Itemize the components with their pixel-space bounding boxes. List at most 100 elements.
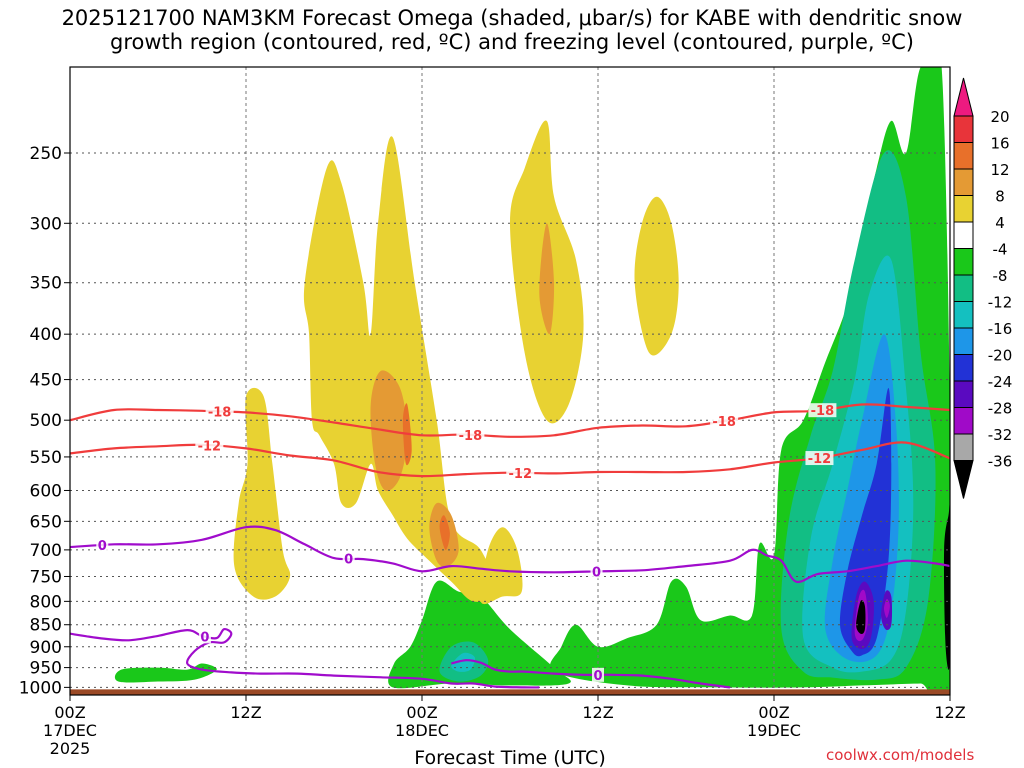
omega-region-downward-motion-mid-core-4 bbox=[439, 515, 450, 550]
isotherm-minus18-label-bg bbox=[456, 427, 485, 442]
colorbar-bin-1 bbox=[953, 115, 974, 143]
x-tick-label-48-0: 00Z bbox=[758, 703, 789, 722]
title-line-1: 2025121700 NAM3KM Forecast Omega (shaded… bbox=[61, 6, 963, 30]
freezing-level-2-line bbox=[451, 659, 731, 689]
colorbar-bin-11 bbox=[953, 380, 974, 408]
terrain-fill bbox=[70, 689, 950, 695]
omega-colorbar: 20 16 12 8 4 -4 -8 -12 -16 -20 -24 -28 -32 -36 bbox=[953, 77, 1013, 499]
freezing-level-2-label-0: 0 bbox=[593, 669, 602, 684]
colorbar-bin-9 bbox=[953, 327, 974, 355]
isotherm-minus18-label-3: -18 bbox=[811, 404, 835, 419]
y-tick-label-450: 450 bbox=[30, 371, 62, 391]
omega-region-downward-motion-upper-right-core bbox=[539, 223, 555, 335]
colorbar-bin-7 bbox=[953, 274, 974, 302]
colorbar-label-0: 20 bbox=[990, 108, 1009, 126]
isotherm-minus12-label-bg bbox=[506, 465, 535, 480]
colorbar-label-10: -24 bbox=[988, 373, 1013, 391]
colorbar-label-12: -32 bbox=[988, 426, 1013, 444]
y-tick-label-750: 750 bbox=[30, 567, 62, 587]
freezing-level-0-label-0: 0 bbox=[98, 539, 107, 554]
isotherm-minus12-label-bg bbox=[805, 451, 834, 466]
colorbar-bin-13 bbox=[953, 433, 974, 461]
colorbar-bin-10 bbox=[953, 354, 974, 382]
y-tick-label-500: 500 bbox=[30, 411, 62, 431]
omega-region-upward-motion-main-level-36 bbox=[856, 600, 866, 634]
credit-text: coolwx.com/models bbox=[826, 746, 975, 764]
y-tick-label-900: 900 bbox=[30, 638, 62, 658]
terrain-surface bbox=[70, 689, 950, 695]
isotherm-minus12-label-bg bbox=[195, 438, 224, 453]
freezing-level-2-label-bg bbox=[592, 667, 604, 682]
colorbar-label-11: -28 bbox=[988, 400, 1013, 418]
isotherm-minus18-label-2: -18 bbox=[712, 415, 736, 430]
colorbar-label-4: 4 bbox=[995, 214, 1005, 232]
isotherm-minus18-label-1: -18 bbox=[459, 429, 483, 444]
y-tick-label-800: 800 bbox=[30, 592, 62, 612]
freezing-level-1-line bbox=[70, 628, 540, 689]
y-tick-label-400: 400 bbox=[30, 325, 62, 345]
y-tick-label-250: 250 bbox=[30, 144, 62, 164]
plot-frame bbox=[69, 66, 951, 696]
colorbar-label-9: -20 bbox=[988, 347, 1013, 365]
freezing-level-0-label-bg bbox=[96, 538, 109, 553]
omega-region-shallow-low-level-upward bbox=[114, 663, 217, 683]
freezing-level-0-line bbox=[70, 525, 950, 584]
title-line-2: growth region (contoured, red, ºC) and f… bbox=[110, 30, 914, 54]
x-tick-label-24-1: 18DEC bbox=[395, 721, 449, 740]
colorbar-label-1: 16 bbox=[990, 135, 1009, 153]
colorbar-bin-6 bbox=[953, 248, 974, 276]
grid-lines bbox=[70, 67, 950, 695]
y-tick-label-300: 300 bbox=[30, 214, 62, 234]
colorbar-label-7: -12 bbox=[988, 294, 1013, 312]
colorbar-bin-top-arrow bbox=[953, 77, 974, 117]
y-tick-label-850: 850 bbox=[30, 616, 62, 636]
colorbar-bin-12 bbox=[953, 407, 974, 435]
x-tick-label-48-1: 19DEC bbox=[747, 721, 801, 740]
y-tick-label-1000: 1000 bbox=[19, 678, 62, 698]
omega-region-upward-motion-right-edge bbox=[943, 503, 950, 670]
x-tick-label-36-0: 12Z bbox=[582, 703, 613, 722]
x-tick-label-24-0: 00Z bbox=[406, 703, 437, 722]
isotherm-minus12-label-0: -12 bbox=[198, 439, 222, 454]
x-tick-label-60-0: 12Z bbox=[934, 703, 965, 722]
isotherm-minus12-label-1: -12 bbox=[509, 467, 533, 482]
freezing-level-0-label-2: 0 bbox=[592, 565, 601, 580]
isotherm-minus18-label-bg bbox=[808, 403, 837, 418]
isotherm-minus18-label-bg bbox=[205, 404, 234, 419]
colorbar-bin-3 bbox=[953, 168, 974, 196]
chart-title: 2025121700 NAM3KM Forecast Omega (shaded… bbox=[0, 6, 1024, 54]
pressure-axis: 2503003504004505005506006507007508008509… bbox=[19, 144, 70, 698]
isotherm-minus18-label-bg bbox=[710, 414, 739, 429]
colorbar-label-5: -4 bbox=[993, 241, 1008, 259]
colorbar-bin-8 bbox=[953, 301, 974, 329]
freezing-level-0-label-bg bbox=[342, 551, 355, 566]
isotherm-minus18-label-0: -18 bbox=[208, 405, 232, 420]
colorbar-label-6: -8 bbox=[993, 267, 1008, 285]
y-tick-label-350: 350 bbox=[30, 274, 62, 294]
omega-shaded-regions bbox=[114, 67, 950, 695]
colorbar-label-3: 8 bbox=[995, 188, 1005, 206]
omega-region-upward-motion-main-level-24 bbox=[839, 388, 892, 657]
freezing-level-1-label-0: 0 bbox=[200, 630, 209, 645]
y-tick-label-600: 600 bbox=[30, 481, 62, 501]
y-tick-label-700: 700 bbox=[30, 541, 62, 561]
colorbar-bin-2 bbox=[953, 142, 974, 170]
colorbar-label-2: 12 bbox=[990, 161, 1009, 179]
omega-region-downward-motion-mid bbox=[303, 136, 496, 602]
omega-region-downward-motion-far-right bbox=[634, 196, 679, 356]
x-tick-label-12-0: 12Z bbox=[230, 703, 261, 722]
x-axis-label: Forecast Time (UTC) bbox=[414, 747, 605, 768]
y-tick-label-950: 950 bbox=[30, 659, 62, 679]
colorbar-bin-bottom-arrow bbox=[953, 460, 974, 499]
freezing-level-0-label-1: 0 bbox=[344, 553, 353, 568]
omega-region-upward-motion-front-1 bbox=[388, 580, 571, 689]
omega-region-upward-motion-front-1-core-2 bbox=[451, 652, 476, 672]
x-tick-label-0-2: 2025 bbox=[50, 739, 91, 758]
isotherm-minus12-label-2: -12 bbox=[808, 452, 832, 467]
freezing-level-1-label-bg bbox=[198, 629, 211, 644]
y-tick-label-550: 550 bbox=[30, 448, 62, 468]
freezing-level-0-label-bg bbox=[590, 564, 603, 579]
omega-region-upward-motion-secondary-core-inner bbox=[884, 598, 890, 618]
colorbar-label-8: -16 bbox=[988, 320, 1013, 338]
